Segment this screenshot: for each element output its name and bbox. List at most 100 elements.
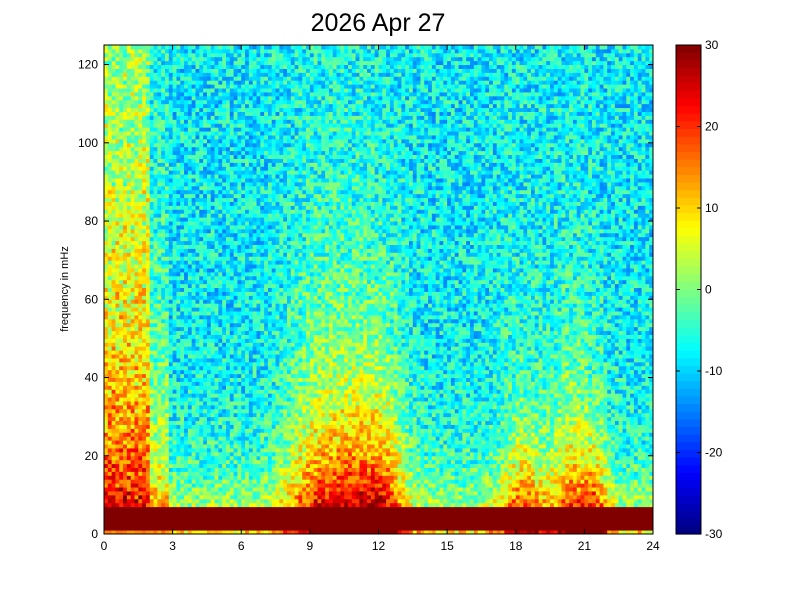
heatmap-cell: [130, 248, 135, 253]
heatmap-cell: [115, 432, 120, 437]
heatmap-cell: [107, 189, 113, 195]
heatmap-cell: [218, 84, 223, 89]
heatmap-cell: [237, 416, 242, 422]
heatmap-cell: [172, 346, 177, 351]
heatmap-cell: [206, 377, 212, 382]
heatmap-cell: [104, 506, 109, 512]
heatmap-cell: [229, 318, 235, 324]
heatmap-cell: [184, 502, 189, 508]
heatmap-cell: [214, 119, 219, 124]
heatmap-cell: [161, 217, 166, 222]
heatmap-cell: [126, 80, 132, 85]
heatmap-cell: [157, 303, 162, 308]
heatmap-cell: [119, 154, 124, 159]
heatmap-cell: [248, 154, 254, 159]
heatmap-cell: [206, 338, 212, 343]
heatmap-cell: [123, 502, 128, 508]
heatmap-cell: [153, 342, 158, 347]
heatmap-cell: [206, 232, 212, 238]
heatmap-cell: [252, 526, 257, 531]
heatmap-cell: [176, 279, 181, 285]
heatmap-cell: [145, 373, 151, 379]
heatmap-cell: [172, 217, 177, 222]
heatmap-cell: [248, 354, 254, 359]
heatmap-cell: [130, 88, 135, 93]
heatmap-cell: [161, 463, 166, 468]
heatmap-cell: [153, 330, 158, 335]
heatmap-cell: [241, 307, 246, 312]
heatmap-cell: [195, 369, 200, 375]
heatmap-cell: [130, 311, 135, 316]
heatmap-cell: [157, 64, 162, 69]
heatmap-cell: [165, 138, 170, 144]
heatmap-cell: [248, 459, 254, 465]
heatmap-cell: [168, 307, 174, 312]
heatmap-cell: [245, 487, 250, 492]
chart-title: 2026 Apr 27: [311, 9, 446, 37]
heatmap-cell: [206, 287, 212, 292]
heatmap-cell: [161, 154, 166, 159]
heatmap-cell: [226, 420, 231, 425]
heatmap-cell: [161, 56, 166, 62]
heatmap-cell: [123, 424, 128, 429]
heatmap-cell: [191, 127, 196, 132]
heatmap-cell: [237, 506, 242, 512]
heatmap-cell: [134, 283, 139, 289]
heatmap-cell: [184, 166, 189, 171]
heatmap-cell: [210, 209, 216, 214]
heatmap-cell: [157, 279, 162, 285]
heatmap-cell: [157, 48, 162, 54]
heatmap-cell: [134, 224, 139, 230]
heatmap-cell: [203, 518, 208, 523]
heatmap-cell: [248, 287, 254, 292]
heatmap-cell: [199, 311, 204, 316]
heatmap-cell: [237, 451, 242, 457]
heatmap-cell: [199, 397, 204, 402]
heatmap-cell: [149, 252, 155, 257]
heatmap-cell: [172, 455, 177, 461]
heatmap-cell: [233, 385, 238, 390]
heatmap-cell: [115, 357, 120, 363]
heatmap-cell: [119, 416, 124, 422]
heatmap-cell: [245, 162, 250, 167]
heatmap-cell: [218, 451, 223, 457]
heatmap-cell: [168, 248, 174, 253]
heatmap-cell: [248, 522, 254, 527]
heatmap-cell: [165, 510, 170, 515]
heatmap-cell: [241, 279, 246, 285]
heatmap-cell: [195, 99, 200, 105]
heatmap-cell: [134, 498, 139, 504]
heatmap-cell: [104, 267, 109, 273]
heatmap-cell: [104, 432, 109, 437]
heatmap-cell: [138, 381, 143, 386]
heatmap-cell: [191, 162, 196, 167]
heatmap-cell: [252, 475, 257, 480]
heatmap-cell: [168, 502, 174, 508]
heatmap-cell: [184, 224, 189, 230]
heatmap-cell: [229, 56, 235, 62]
heatmap-cell: [134, 115, 139, 120]
heatmap-cell: [245, 326, 250, 332]
heatmap-cell: [195, 103, 200, 109]
heatmap-cell: [180, 393, 185, 398]
heatmap-cell: [199, 95, 204, 101]
heatmap-cell: [206, 248, 212, 253]
heatmap-cell: [134, 307, 139, 312]
heatmap-cell: [203, 487, 208, 492]
heatmap-cell: [187, 522, 193, 527]
heatmap-cell: [222, 479, 227, 484]
heatmap-cell: [168, 318, 174, 324]
heatmap-cell: [184, 361, 189, 367]
heatmap-cell: [233, 76, 238, 81]
heatmap-cell: [149, 369, 155, 375]
heatmap-cell: [161, 166, 166, 171]
heatmap-cell: [115, 154, 120, 159]
heatmap-cell: [191, 502, 196, 508]
heatmap-cell: [206, 72, 212, 77]
heatmap-cell: [115, 283, 120, 289]
heatmap-cell: [138, 357, 143, 363]
heatmap-cell: [149, 185, 155, 191]
heatmap-cell: [180, 162, 185, 167]
heatmap-cell: [218, 221, 223, 226]
heatmap-cell: [142, 385, 147, 390]
